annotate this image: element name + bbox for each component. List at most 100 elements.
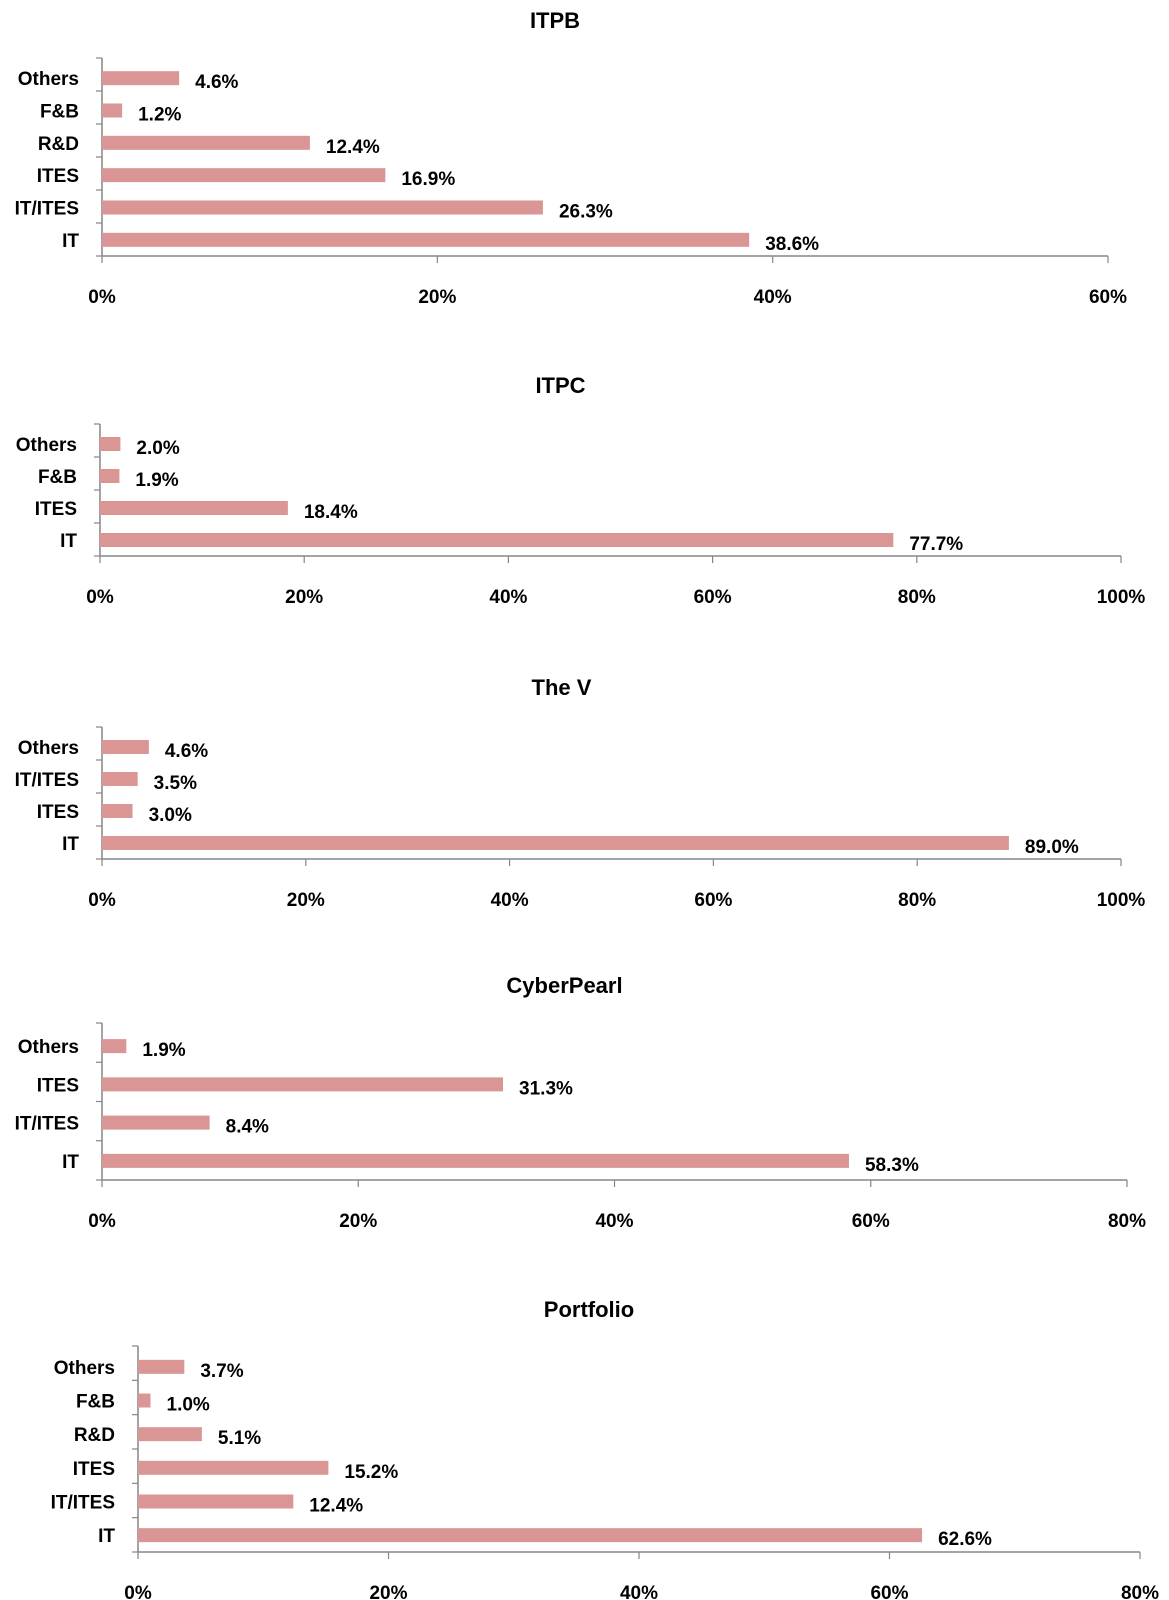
- chart-1-bar: [102, 168, 386, 183]
- chart-4-data-label: 1.9%: [142, 1040, 185, 1061]
- chart-1-bar: [102, 103, 123, 118]
- chart-5-x-tick-label: 40%: [620, 1583, 658, 1600]
- chart-1-title: ITPB: [530, 8, 580, 33]
- chart-4-bar: [102, 1153, 849, 1168]
- chart-1-data-label: 26.3%: [559, 202, 613, 223]
- chart-5-bar: [138, 1427, 202, 1442]
- chart-4-x-tick-label: 20%: [339, 1211, 377, 1232]
- chart-1-category-label: ITES: [37, 166, 79, 187]
- chart-4-bar: [102, 1039, 127, 1054]
- chart-4-x-tick-label: 0%: [88, 1211, 116, 1232]
- chart-4-x-tick-label: 60%: [852, 1211, 890, 1232]
- chart-2-x-tick-label: 20%: [285, 587, 323, 608]
- chart-2-category-label: F&B: [38, 467, 77, 488]
- chart-3-category-label: Others: [18, 738, 79, 759]
- chart-4-category-label: IT/ITES: [15, 1114, 79, 1135]
- chart-1-bar: [102, 71, 180, 86]
- chart-1-data-label: 12.4%: [326, 137, 380, 158]
- chart-2-category-label: Others: [16, 435, 77, 456]
- chart-2-bar: [100, 469, 120, 483]
- chart-3-data-label: 3.5%: [154, 773, 197, 794]
- chart-4-x-tick-label: 40%: [595, 1211, 633, 1232]
- chart-5-category-label: ITES: [73, 1459, 115, 1480]
- chart-3-x-tick-label: 40%: [491, 890, 529, 911]
- chart-5-category-label: Others: [54, 1358, 115, 1379]
- chart-2-data-label: 77.7%: [909, 534, 963, 555]
- chart-5-x-tick-label: 0%: [124, 1583, 152, 1600]
- chart-2-x-tick-label: 0%: [86, 587, 114, 608]
- chart-5-x-tick-label: 60%: [870, 1583, 908, 1600]
- chart-1-category-label: F&B: [40, 102, 79, 123]
- chart-1-data-label: 1.2%: [138, 105, 181, 126]
- chart-3-x-tick-label: 80%: [898, 890, 936, 911]
- chart-3-data-label: 89.0%: [1025, 837, 1079, 858]
- chart-2-bar: [100, 437, 121, 451]
- chart-5-bar: [138, 1528, 923, 1543]
- chart-1-category-label: Others: [18, 69, 79, 90]
- chart-2-x-tick-label: 100%: [1097, 587, 1146, 608]
- chart-2-title: ITPC: [535, 373, 585, 398]
- chart-4-title: CyberPearl: [506, 973, 622, 998]
- chart-3-title: The V: [532, 675, 592, 700]
- chart-4-data-label: 58.3%: [865, 1155, 919, 1176]
- chart-5-x-tick-label: 80%: [1121, 1583, 1159, 1600]
- chart-3-data-label: 3.0%: [149, 805, 192, 826]
- chart-3-bar: [102, 804, 133, 818]
- chart-5-data-label: 62.6%: [938, 1529, 992, 1550]
- chart-4-category-label: ITES: [37, 1075, 79, 1096]
- chart-5-title: Portfolio: [544, 1297, 634, 1322]
- chart-1-category-label: IT/ITES: [15, 199, 79, 220]
- chart-2-x-tick-label: 40%: [489, 587, 527, 608]
- chart-1-bar: [102, 200, 543, 215]
- chart-5-category-label: IT: [98, 1526, 115, 1547]
- chart-3-category-label: ITES: [37, 802, 79, 823]
- chart-1-bar: [102, 232, 750, 247]
- chart-3-data-label: 4.6%: [165, 741, 208, 762]
- chart-2-data-label: 2.0%: [136, 438, 179, 459]
- chart-4-data-label: 8.4%: [226, 1117, 269, 1138]
- chart-2-bar: [100, 501, 288, 515]
- chart-5-x-tick-label: 20%: [369, 1583, 407, 1600]
- chart-1-data-label: 16.9%: [401, 169, 455, 190]
- chart-3-x-tick-label: 20%: [287, 890, 325, 911]
- chart-4-bar: [102, 1077, 504, 1092]
- chart-1-category-label: R&D: [38, 134, 79, 155]
- chart-4-bar: [102, 1115, 210, 1130]
- chart-5-category-label: IT/ITES: [51, 1493, 115, 1514]
- chart-3-x-tick-label: 60%: [694, 890, 732, 911]
- chart-5-bar: [138, 1460, 329, 1475]
- chart-1-x-tick-label: 20%: [418, 287, 456, 308]
- chart-5-data-label: 3.7%: [200, 1361, 243, 1382]
- chart-3-category-label: IT: [62, 834, 79, 855]
- chart-4-category-label: IT: [62, 1152, 79, 1173]
- chart-3-bar: [102, 772, 138, 786]
- chart-3-category-label: IT/ITES: [15, 770, 79, 791]
- chart-3-bar: [102, 740, 149, 754]
- chart-4-data-label: 31.3%: [519, 1078, 573, 1099]
- chart-1-bar: [102, 135, 310, 150]
- chart-2-data-label: 18.4%: [304, 502, 358, 523]
- chart-3-bar: [102, 836, 1009, 850]
- chart-5-category-label: F&B: [76, 1392, 115, 1413]
- chart-5-data-label: 1.0%: [167, 1395, 210, 1416]
- chart-4-x-tick-label: 80%: [1108, 1211, 1146, 1232]
- chart-4-category-label: Others: [18, 1037, 79, 1058]
- chart-5-category-label: R&D: [74, 1425, 115, 1446]
- chart-1-x-tick-label: 60%: [1089, 287, 1127, 308]
- chart-1-category-label: IT: [62, 231, 79, 252]
- chart-1-x-tick-label: 0%: [88, 287, 116, 308]
- chart-3-x-tick-label: 0%: [88, 890, 116, 911]
- chart-5-data-label: 15.2%: [344, 1462, 398, 1483]
- chart-5-bar: [138, 1359, 185, 1374]
- chart-2-x-tick-label: 60%: [694, 587, 732, 608]
- chart-5-bar: [138, 1494, 294, 1509]
- chart-2-category-label: ITES: [35, 499, 77, 520]
- chart-1-x-tick-label: 40%: [754, 287, 792, 308]
- chart-1-data-label: 38.6%: [765, 234, 819, 255]
- chart-2-x-tick-label: 80%: [898, 587, 936, 608]
- chart-2-bar: [100, 533, 894, 547]
- chart-2-category-label: IT: [60, 531, 77, 552]
- chart-3-x-tick-label: 100%: [1097, 890, 1146, 911]
- chart-1-data-label: 4.6%: [195, 72, 238, 93]
